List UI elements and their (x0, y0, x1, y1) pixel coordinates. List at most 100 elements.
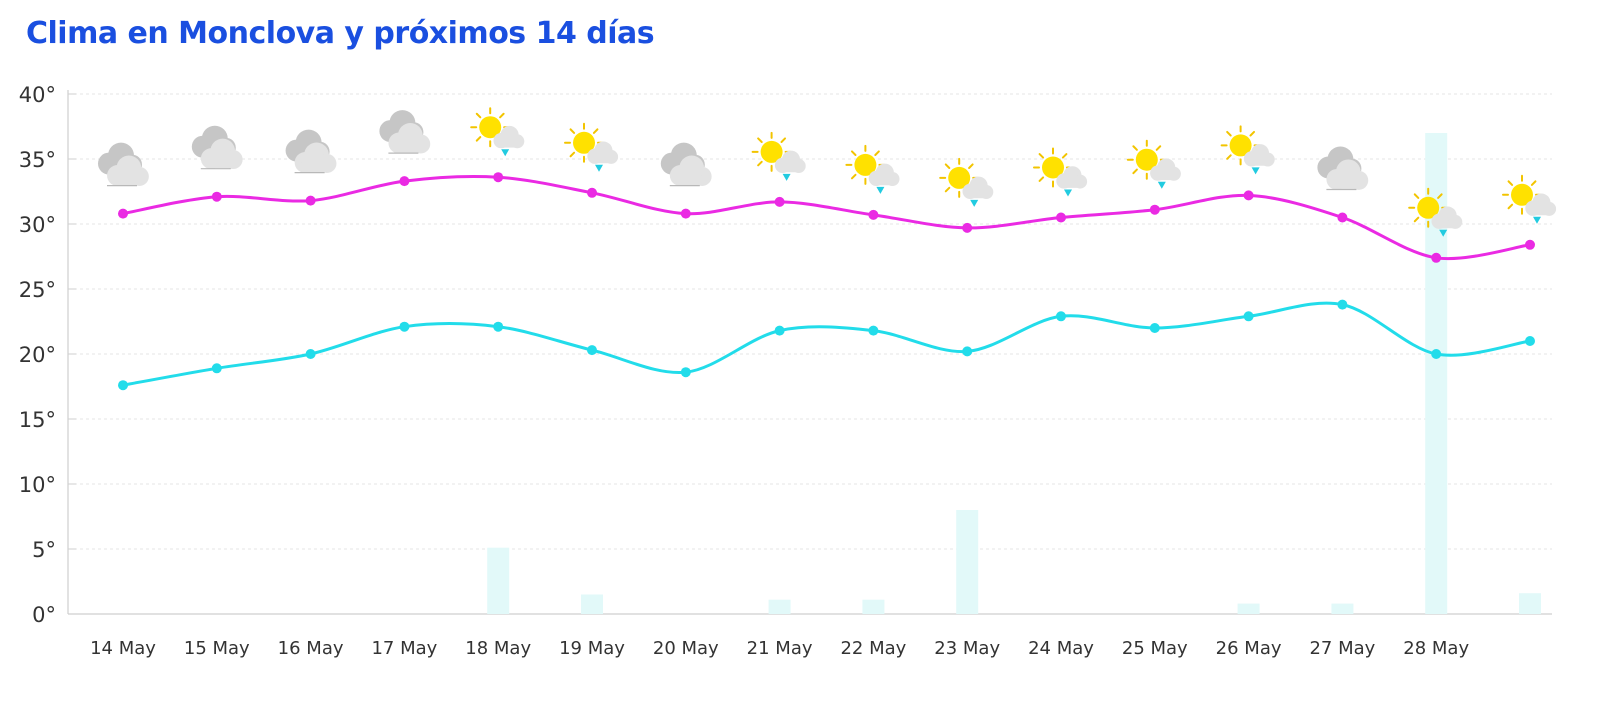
min-temp-line (122, 301, 1531, 387)
sun-cloud-rain-icon (1408, 187, 1463, 237)
sun-disc (1042, 156, 1064, 179)
sun-cloud-rain-icon (1220, 125, 1275, 175)
page-title: Clima en Monclova y próximos 14 días (26, 16, 655, 51)
max-temp-point (211, 191, 222, 202)
max-temp-point (1056, 212, 1066, 223)
min-temp-point (587, 345, 597, 356)
cloudy-icon (1317, 146, 1369, 191)
sun-cloud-rain-icon (751, 131, 806, 181)
min-temp-point (1337, 299, 1348, 310)
cloud-base (589, 156, 614, 164)
y-axis: 0° 5° 10° 15° 20° 25° 30° 35° 40° (19, 83, 76, 627)
min-temp-point (118, 380, 128, 391)
sun-ray (1155, 145, 1162, 151)
x-tick-label: 25 May (1122, 638, 1188, 659)
sun-cloud-rain-icon (939, 157, 994, 207)
sun-ray (569, 128, 576, 134)
max-temp-point (1431, 252, 1442, 263)
max-temp-point (587, 187, 597, 198)
cloud-base (495, 140, 520, 148)
min-temp-series (118, 299, 1535, 391)
sun-ray (1437, 193, 1443, 199)
min-temp-point (1525, 336, 1535, 346)
sun-ray (475, 112, 482, 119)
sun-ray (569, 151, 576, 158)
x-tick-label: 23 May (934, 638, 1000, 659)
rain-drop (782, 173, 791, 181)
max-temp-point (1337, 212, 1348, 223)
sun-ray (1038, 153, 1045, 159)
rain-drop (876, 186, 885, 194)
rain-drop (1533, 216, 1541, 224)
rain-drop (1064, 189, 1072, 197)
cloud-base (964, 191, 989, 199)
sun-ray (850, 150, 857, 157)
x-tick-label: 17 May (371, 638, 437, 659)
sun-disc (1417, 196, 1440, 219)
x-tick-label: 14 May (90, 638, 156, 659)
rain-bar (862, 599, 885, 614)
sun-ray (1038, 176, 1045, 182)
rain-drop (595, 164, 603, 172)
x-tick-label: 28 May (1403, 638, 1469, 659)
min-temp-point (1056, 311, 1066, 322)
rain-drop (1251, 167, 1260, 175)
sun-ray (1132, 145, 1138, 151)
cloud-base (109, 175, 143, 185)
max-temp-point (868, 209, 879, 220)
cloudy-icon (98, 142, 149, 187)
rain-bar (956, 510, 979, 614)
sun-ray (1530, 180, 1537, 186)
sun-ray (499, 112, 505, 119)
y-tick-label: 40° (19, 83, 56, 107)
sun-ray (592, 128, 599, 134)
sun-ray (757, 137, 763, 144)
sun-ray (968, 163, 974, 170)
y-tick-label: 35° (19, 148, 56, 172)
sun-ray (874, 150, 880, 157)
sun-disc (1135, 148, 1158, 171)
cloud-base (777, 165, 801, 173)
rain-drop (1439, 229, 1448, 237)
y-tick-label: 25° (19, 278, 56, 302)
rain-bar (1237, 603, 1260, 614)
y-tick-label: 0° (32, 603, 56, 627)
max-temp-point (680, 208, 691, 219)
cloudy-icon (285, 129, 337, 174)
max-temp-point (1525, 239, 1535, 250)
sun-ray (1226, 154, 1232, 160)
rain-bar (581, 594, 603, 614)
y-tick-label: 30° (19, 213, 56, 237)
min-temp-point (1149, 323, 1160, 333)
min-temp-point (680, 367, 691, 378)
max-temp-series (118, 172, 1535, 263)
sun-ray (944, 163, 951, 170)
sun-ray (780, 137, 787, 144)
cloud-base (672, 175, 705, 185)
rain-bar (487, 547, 510, 614)
cloud-base (1433, 221, 1458, 229)
cloud-base (1246, 158, 1270, 166)
sun-disc (1511, 183, 1533, 206)
rain-bar (1425, 133, 1448, 614)
min-temp-point (493, 321, 504, 332)
x-tick-label: 24 May (1028, 638, 1094, 659)
max-temp-point (305, 195, 316, 206)
sun-cloud-rain-icon (564, 122, 619, 172)
max-temp-point (1149, 204, 1160, 215)
sun-ray (1413, 216, 1420, 223)
rain-drop (501, 149, 510, 157)
sun-ray (1132, 168, 1138, 175)
sun-cloud-rain-icon (1502, 174, 1557, 224)
max-temp-point (1243, 190, 1254, 201)
cloud-base (1527, 208, 1552, 216)
min-temp-point (1431, 349, 1442, 359)
x-tick-label: 21 May (747, 638, 813, 659)
min-temp-point (962, 346, 973, 357)
sun-disc (479, 116, 502, 139)
cloud-base (297, 162, 330, 172)
x-tick-label: 15 May (184, 638, 250, 659)
cloud-base (203, 158, 236, 169)
x-tick-label: 16 May (278, 638, 344, 659)
